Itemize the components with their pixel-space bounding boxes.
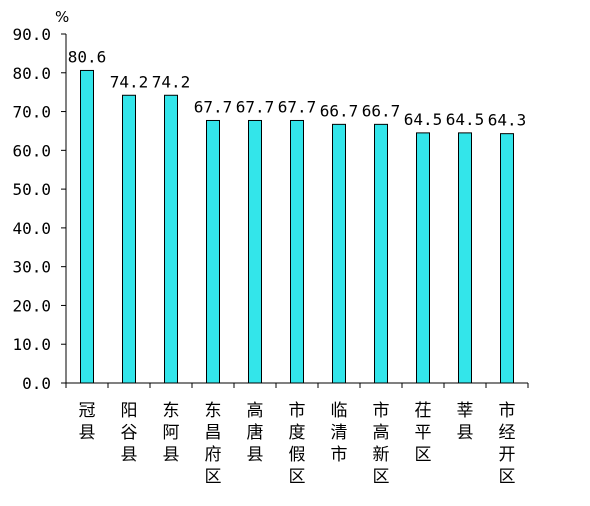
bar	[332, 123, 346, 384]
data-label: 67.7	[278, 97, 317, 116]
bar	[290, 119, 304, 384]
bar	[80, 69, 94, 384]
y-tick-label: 60.0	[12, 141, 51, 160]
bar	[248, 119, 262, 384]
y-tick-label: 80.0	[12, 64, 51, 83]
category-label: 茌平区	[415, 401, 432, 465]
data-label: 67.7	[236, 97, 275, 116]
x-axis	[65, 382, 529, 388]
bar	[458, 132, 472, 384]
data-labels: 80.674.2 74.267.7 67.7 67.7 66.7 66.7 64.5 64.5…	[68, 47, 527, 129]
bars	[80, 69, 514, 384]
data-label: 64.3	[488, 111, 527, 130]
bar	[416, 132, 430, 384]
data-label: 67.7	[194, 97, 233, 116]
y-unit-label: %	[55, 8, 69, 26]
data-label: 80.6	[68, 47, 107, 66]
category-label: 莘县	[457, 401, 474, 443]
category-label: 市经开区	[499, 401, 516, 487]
bar	[164, 94, 178, 384]
data-label: 64.5	[404, 110, 443, 129]
data-label: 66.7	[320, 101, 359, 120]
category-labels: 冠县 阳谷县 东阿县 东昌府区 高唐县 市度假区 临清市 市高新区 茌平区 莘县 市经开区	[79, 401, 516, 487]
category-label: 东阿县	[163, 401, 180, 465]
y-tick-label: 70.0	[12, 103, 51, 122]
y-tick-label: 20.0	[12, 296, 51, 315]
y-tick-label: 40.0	[12, 219, 51, 238]
category-label: 市度假区	[289, 401, 306, 487]
category-label: 临清市	[331, 401, 348, 465]
y-tick-label: 10.0	[12, 335, 51, 354]
category-label: 市高新区	[373, 401, 390, 487]
y-tick-label: 90.0	[12, 25, 51, 44]
category-label: 阳谷县	[121, 401, 138, 465]
data-label: 64.5	[446, 110, 485, 129]
data-label: 74.2	[152, 72, 191, 91]
category-label: 高唐县	[247, 401, 264, 465]
y-tick-label: 30.0	[12, 258, 51, 277]
category-label: 冠县	[79, 401, 96, 443]
data-label: 66.7	[362, 101, 401, 120]
bar	[122, 94, 136, 384]
bar	[500, 133, 514, 384]
bar	[206, 119, 220, 384]
category-label: 东昌府区	[205, 401, 222, 487]
y-tick-label: 0.0	[22, 374, 51, 393]
y-axis: 0.0 10.0 20.0 30.0 40.0 50.0 60.0 70.0 80.0 90.0	[12, 25, 67, 393]
bar	[374, 123, 388, 384]
data-label: 74.2	[110, 72, 149, 91]
y-tick-label: 50.0	[12, 180, 51, 199]
